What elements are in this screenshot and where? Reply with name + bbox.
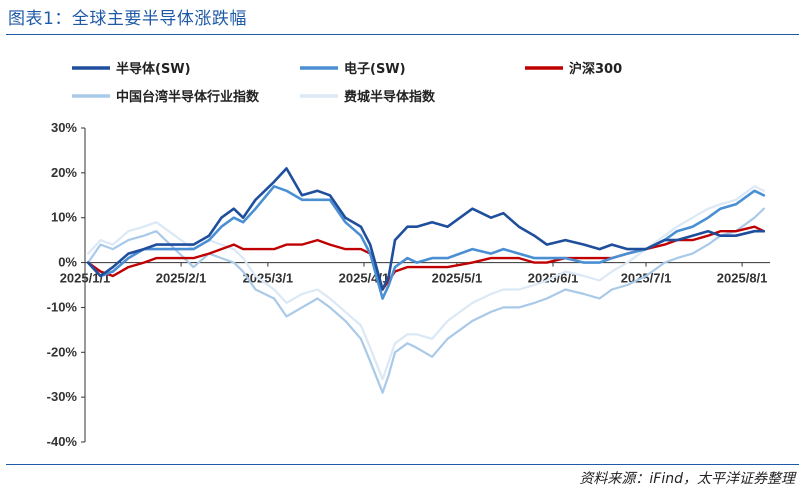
series-line-4 [86,185,765,381]
y-tick-label: 20% [51,165,77,180]
series-lines [86,167,766,394]
source-note: 资料来源：iFind，太平洋证券整理 [579,471,795,487]
legend-label: 中国台湾半导体行业指数 [116,89,260,105]
x-tick-label: 2025/5/1 [432,271,483,286]
legend-label: 电子(SW) [344,61,406,77]
legend: 半导体(SW) 电子(SW) 沪深300 中国台湾半导体行业指数 费城半导体指数 [72,61,622,105]
y-tick-label: 0% [58,255,77,270]
footer-divider [6,464,799,465]
x-tick-label: 2025/7/1 [621,271,672,286]
axes: 30%20%10%0%-10%-20%-30%-40%2025/1/1 2025/… [47,120,770,449]
y-tick-label: -30% [47,389,78,404]
series-line-0 [86,167,766,291]
x-tick-label: 2025/8/1 [717,271,768,286]
legend-label: 半导体(SW) [116,61,191,77]
y-tick-label: 10% [51,210,77,225]
legend-label: 沪深300 [569,61,622,77]
legend-label: 费城半导体指数 [344,89,436,105]
series-line-2 [86,225,765,291]
y-tick-label: 30% [51,120,77,135]
chart-title: 图表1：全球主要半导体涨跌幅 [8,9,247,29]
x-tick-label: 2025/2/1 [156,271,207,286]
y-tick-label: -40% [47,434,78,449]
series-line-3 [86,207,765,394]
y-tick-label: -20% [47,344,78,359]
y-tick-label: -10% [47,299,78,314]
title-divider [6,34,799,35]
